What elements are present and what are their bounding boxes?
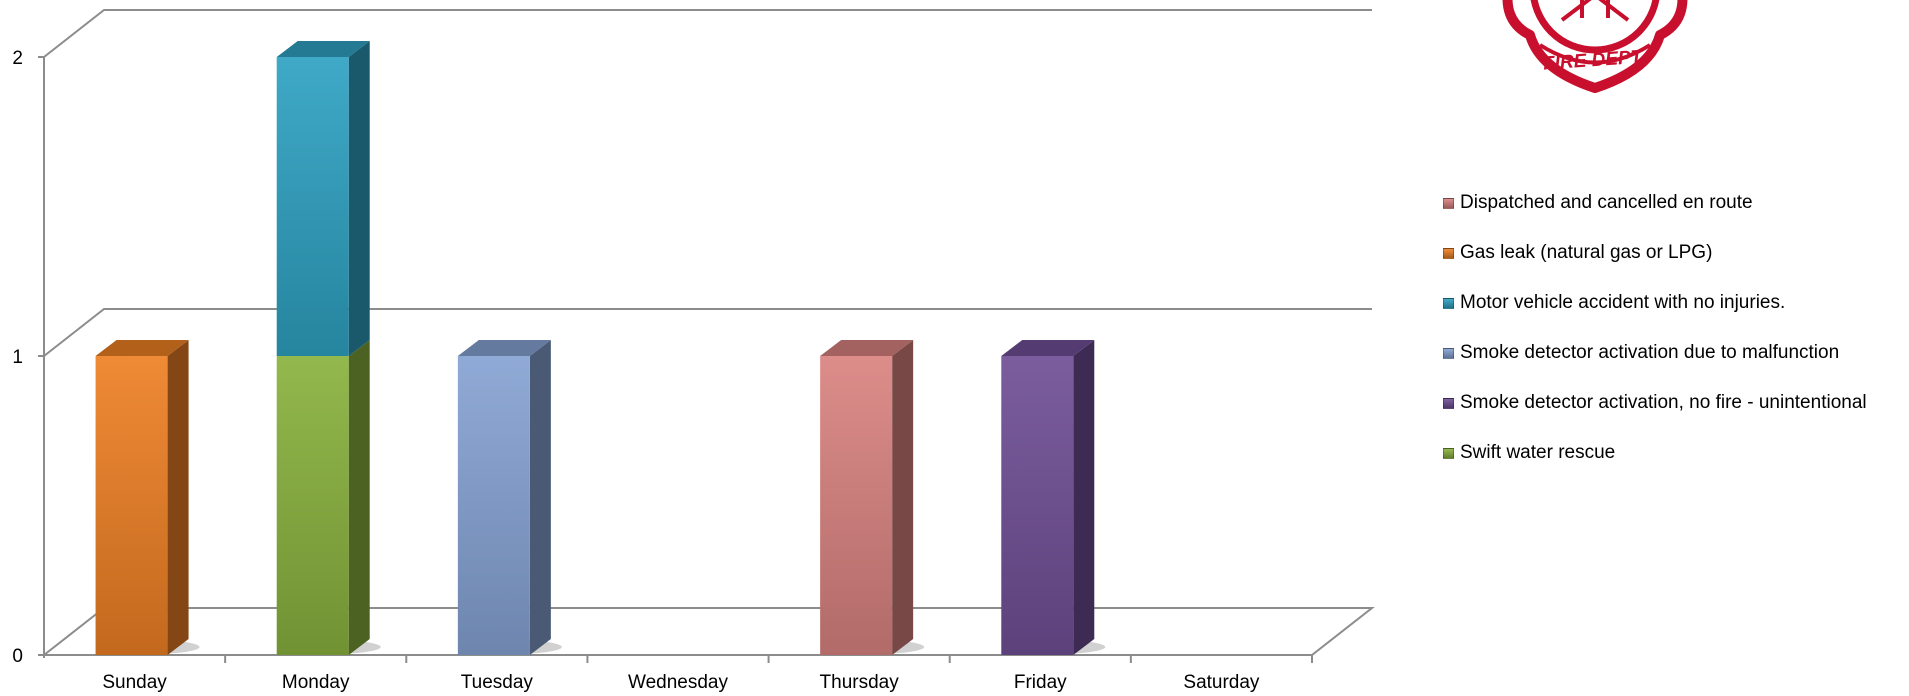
bar-segment	[820, 340, 914, 655]
bar-top	[820, 340, 914, 356]
bar-segment	[1001, 340, 1095, 655]
legend-label: Smoke detector activation, no fire - uni…	[1460, 392, 1867, 413]
bar-side	[167, 340, 189, 655]
x-tick-label: Friday	[1014, 672, 1067, 693]
bar-side	[348, 340, 370, 655]
legend-swatch	[1443, 397, 1454, 409]
bar-front	[1001, 356, 1074, 655]
bar-top	[95, 340, 189, 356]
legend-label: Swift water rescue	[1460, 442, 1616, 463]
chart-bars	[95, 41, 1106, 655]
bar-side	[529, 340, 551, 655]
bar-top	[1001, 340, 1095, 356]
bar-front	[820, 356, 893, 655]
x-tick-label: Monday	[282, 672, 350, 693]
x-tick-label: Wednesday	[628, 672, 728, 693]
gridline	[43, 9, 1372, 58]
bar-segment	[276, 340, 370, 655]
bar-top	[276, 41, 370, 57]
bar-front	[276, 356, 349, 655]
legend-item: Dispatched and cancelled en route	[1443, 178, 1867, 228]
chart-walls	[43, 607, 1375, 656]
x-tick-label: Thursday	[820, 672, 900, 693]
y-tick-label: 0	[12, 646, 23, 667]
chart-legend: Dispatched and cancelled en route Gas lea…	[1443, 178, 1867, 478]
y-axis: 0 1 2	[12, 48, 45, 667]
legend-swatch	[1443, 247, 1454, 259]
legend-item: Smoke detector activation due to malfunc…	[1443, 328, 1867, 378]
bar-front	[457, 356, 530, 655]
bar-segment	[276, 41, 370, 356]
legend-label: Smoke detector activation due to malfunc…	[1460, 342, 1840, 363]
chart-floor	[43, 607, 1375, 656]
y-tick-label: 1	[12, 347, 23, 368]
legend-swatch	[1443, 297, 1454, 309]
bar-segment	[95, 340, 189, 655]
gridline	[43, 308, 1372, 357]
legend-label: Motor vehicle accident with no injuries.	[1460, 292, 1786, 313]
bar-top	[457, 340, 551, 356]
legend-item: Smoke detector activation, no fire - uni…	[1443, 378, 1867, 428]
legend-swatch	[1443, 347, 1454, 359]
bar-front	[276, 57, 349, 356]
legend-item: Gas leak (natural gas or LPG)	[1443, 228, 1867, 278]
x-tick-label: Saturday	[1183, 672, 1260, 693]
x-axis: Sunday Monday Tuesday Wednesday Thursday Frid…	[44, 654, 1313, 693]
legend-item: Motor vehicle accident with no injuries.	[1443, 278, 1867, 328]
x-tick-label: Tuesday	[461, 672, 534, 693]
x-tick-label: Sunday	[102, 672, 167, 693]
bar-side	[1073, 340, 1095, 655]
bar-side	[892, 340, 914, 655]
legend-swatch	[1443, 197, 1454, 209]
fire-dept-logo: FIRE DEPT.	[1470, 0, 1720, 105]
chart-gridlines	[43, 9, 1372, 357]
y-tick-label: 2	[12, 48, 23, 69]
legend-item: Swift water rescue	[1443, 428, 1867, 478]
bar-front	[95, 356, 168, 655]
legend-label: Dispatched and cancelled en route	[1460, 192, 1753, 213]
legend-swatch	[1443, 447, 1454, 459]
bar-side	[348, 41, 370, 356]
legend-label: Gas leak (natural gas or LPG)	[1460, 242, 1713, 263]
bar-segment	[457, 340, 551, 655]
